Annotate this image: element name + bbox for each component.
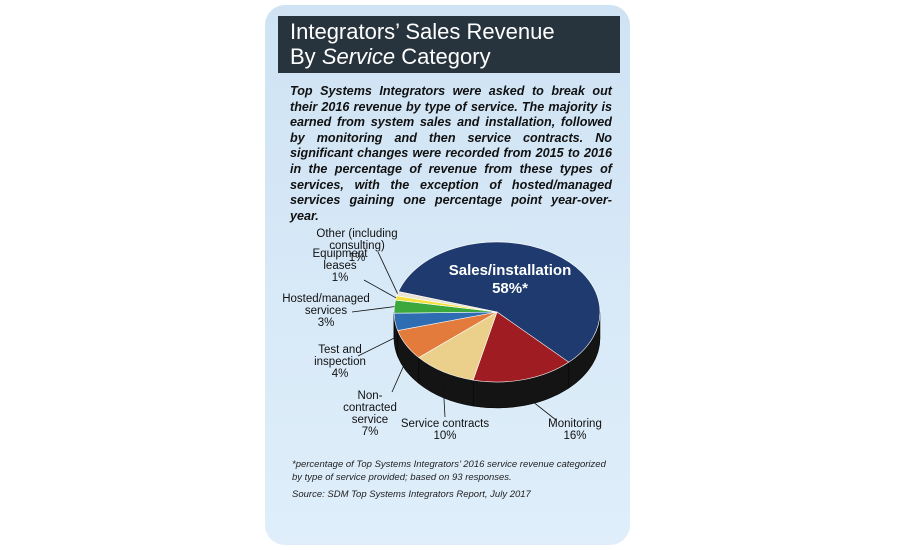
- title-line: By Service Category: [290, 44, 620, 69]
- leader-line: [377, 251, 398, 294]
- value-label: 1%: [348, 252, 366, 264]
- category-label: Service contracts: [400, 418, 490, 430]
- leader-line: [524, 394, 557, 421]
- title-text: By: [290, 44, 316, 69]
- slice: [396, 291, 498, 313]
- value-label: 1%: [331, 272, 349, 284]
- title-text: Category: [401, 44, 491, 69]
- slice-label: Hosted/managed services 3%: [282, 293, 370, 329]
- footnote: *percentage of Top Systems Integrators’ …: [292, 459, 606, 483]
- category-label: Equipment leases: [312, 248, 368, 272]
- leader-line: [442, 387, 446, 418]
- title-bar: Integrators’ Sales Revenue By Service Ca…: [278, 16, 620, 73]
- category-label: Test and inspection: [314, 344, 366, 368]
- source: Source: SDM Top Systems Integrators Repo…: [292, 489, 531, 500]
- leader-line: [351, 306, 395, 313]
- category-label: Sales/installation: [448, 262, 572, 279]
- leader-line: [357, 337, 396, 357]
- category-label: Monitoring: [548, 418, 602, 430]
- value-label: 3%: [317, 317, 335, 329]
- value-label: 58%*: [492, 280, 528, 297]
- value-label: 4%: [331, 368, 349, 380]
- slice-label: Non-contracted service 7%: [335, 390, 405, 438]
- slice: [472, 311, 570, 383]
- description: Top Systems Integrators were asked to br…: [290, 84, 612, 223]
- slice-label: Test and inspection 4%: [305, 344, 375, 380]
- value-label: 10%: [433, 430, 457, 442]
- leader-line: [363, 279, 397, 299]
- slice-label: Sales/installation 58%*: [440, 262, 580, 298]
- slice: [398, 241, 601, 363]
- value-label: 7%: [361, 426, 379, 438]
- category-label: Other (including consulting): [316, 228, 398, 252]
- leader-line: [391, 360, 407, 393]
- slice-label: Other (including consulting) 1%: [292, 228, 422, 264]
- slice-label: Equipment leases 1%: [310, 248, 370, 284]
- category-label: Non-contracted service: [343, 390, 397, 426]
- slice-label: Service contracts 10%: [400, 418, 490, 442]
- slice-label: Monitoring 16%: [540, 418, 610, 442]
- title-italic: Service: [321, 44, 396, 69]
- category-label: Hosted/managed services: [282, 293, 370, 317]
- value-label: 16%: [563, 430, 587, 442]
- title-line: Integrators’ Sales Revenue: [290, 19, 555, 44]
